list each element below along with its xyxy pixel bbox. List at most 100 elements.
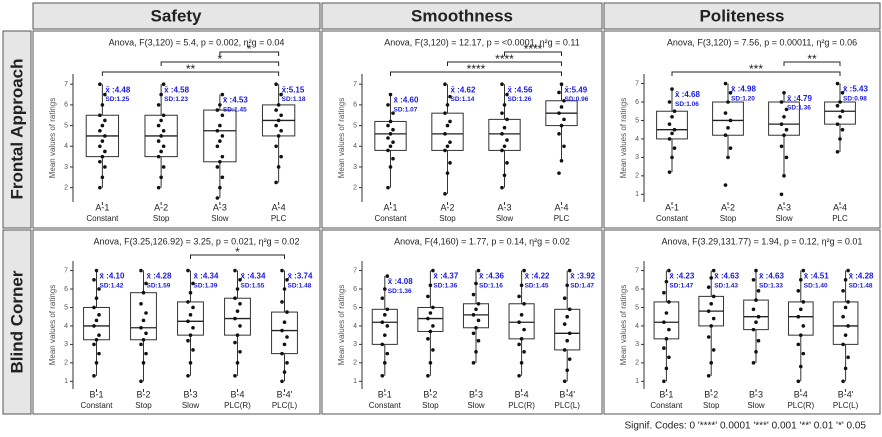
- data-point: [383, 333, 387, 337]
- data-point: [428, 311, 433, 315]
- x-tick-label: A-1: [95, 202, 109, 212]
- data-point: [92, 305, 96, 310]
- data-point: [238, 301, 242, 306]
- significance-bracket: [160, 61, 280, 66]
- data-point: [711, 294, 716, 299]
- data-point: [274, 123, 278, 128]
- x-tick-sublabel: PLC(L): [272, 401, 298, 410]
- data-point: [841, 289, 845, 293]
- data-point: [835, 103, 840, 108]
- y-tick-label: 4: [64, 323, 68, 330]
- y-tick-label: 5: [635, 117, 639, 124]
- row-header-cell: [2, 30, 32, 229]
- y-tick-label: 6: [64, 286, 68, 293]
- y-tick-label: 1: [64, 378, 68, 385]
- x-tick-sublabel: PLC(R): [787, 401, 814, 410]
- data-point: [562, 117, 566, 122]
- data-point: [667, 268, 671, 273]
- data-point: [838, 100, 842, 104]
- data-point: [97, 351, 101, 356]
- data-point: [711, 316, 716, 321]
- data-point: [796, 314, 801, 319]
- data-point: [220, 113, 225, 118]
- data-point: [431, 324, 435, 328]
- data-point: [709, 361, 713, 365]
- sd-label: SD:1.48: [288, 282, 312, 289]
- data-point: [476, 338, 481, 343]
- panel-subtitle: Anova, F(3,120) = 7.56, p = 0.00011, η²g…: [667, 37, 857, 47]
- x-tick-label: B-4: [794, 389, 808, 399]
- data-point: [388, 92, 393, 97]
- mean-label: x̄ :4.51: [804, 272, 829, 281]
- x-tick-sublabel: Stop: [439, 214, 456, 223]
- data-point: [522, 349, 526, 354]
- data-point: [235, 287, 240, 291]
- data-point: [562, 296, 567, 301]
- data-point: [562, 322, 567, 326]
- x-tick-sublabel: PLC(R): [224, 401, 251, 410]
- row-title: Frontal Approach: [7, 58, 26, 199]
- data-point: [519, 337, 524, 341]
- data-point: [186, 300, 190, 304]
- data-point: [670, 114, 674, 119]
- data-point: [92, 342, 96, 347]
- panel-subtitle: Anova, F(3,120) = 5.4, p = 0.002, η²g = …: [109, 37, 285, 47]
- data-point: [667, 355, 671, 360]
- data-point: [98, 128, 102, 133]
- data-point: [562, 379, 567, 384]
- mean-label: x̄ :4.58: [164, 85, 189, 94]
- data-point: [445, 123, 450, 128]
- x-tick-label: B-4': [559, 389, 575, 399]
- data-point: [97, 287, 101, 291]
- row-header-cell: [2, 229, 32, 415]
- data-point: [502, 125, 507, 130]
- y-tick-label: 7: [353, 81, 357, 88]
- mean-label: x̄ :4.37: [433, 272, 458, 281]
- panel: [321, 30, 603, 229]
- y-tick-label: 3: [353, 341, 357, 348]
- data-point: [391, 111, 395, 115]
- data-point: [517, 320, 521, 325]
- data-point: [709, 324, 713, 328]
- data-point: [233, 316, 237, 321]
- footnote: Signif. Codes: 0 '****' 0.0001 '***' 0.0…: [624, 421, 866, 432]
- data-point: [380, 296, 385, 301]
- sd-label: SD:1.39: [194, 282, 218, 289]
- x-tick-sublabel: Constant: [656, 214, 689, 223]
- mean-label: x̄ :4.10: [100, 272, 125, 281]
- data-point: [843, 366, 848, 371]
- data-point: [94, 337, 99, 342]
- data-point: [388, 119, 393, 124]
- data-point: [280, 300, 284, 304]
- box: [130, 292, 157, 341]
- data-point: [557, 111, 561, 115]
- data-point: [233, 340, 237, 345]
- x-tick-sublabel: Stop: [135, 401, 152, 410]
- data-point: [276, 165, 281, 169]
- x-tick-sublabel: Slow: [467, 401, 485, 410]
- mean-label: x̄:5.49: [565, 85, 588, 94]
- data-point: [557, 171, 561, 175]
- panel: [603, 30, 881, 229]
- data-point: [385, 307, 390, 312]
- mean-label: x̄ :4.34: [194, 272, 219, 281]
- data-point: [723, 81, 728, 86]
- data-point: [274, 144, 278, 149]
- column-title: Safety: [150, 6, 202, 25]
- data-point: [471, 313, 476, 317]
- sd-label: SD:1.47: [669, 282, 693, 289]
- sd-label: SD:1.40: [804, 282, 828, 289]
- mean-label: x̄ :4.53: [223, 96, 248, 105]
- data-point: [218, 139, 222, 143]
- data-point: [728, 90, 733, 95]
- data-point: [383, 313, 387, 317]
- data-point: [505, 92, 509, 97]
- mean-label: x̄ :4.22: [525, 272, 550, 281]
- data-point: [782, 133, 786, 138]
- data-point: [711, 268, 716, 273]
- data-point: [141, 290, 146, 295]
- data-point: [726, 126, 730, 130]
- data-point: [238, 277, 242, 282]
- data-point: [391, 140, 395, 144]
- x-tick-label: B-2: [704, 389, 718, 399]
